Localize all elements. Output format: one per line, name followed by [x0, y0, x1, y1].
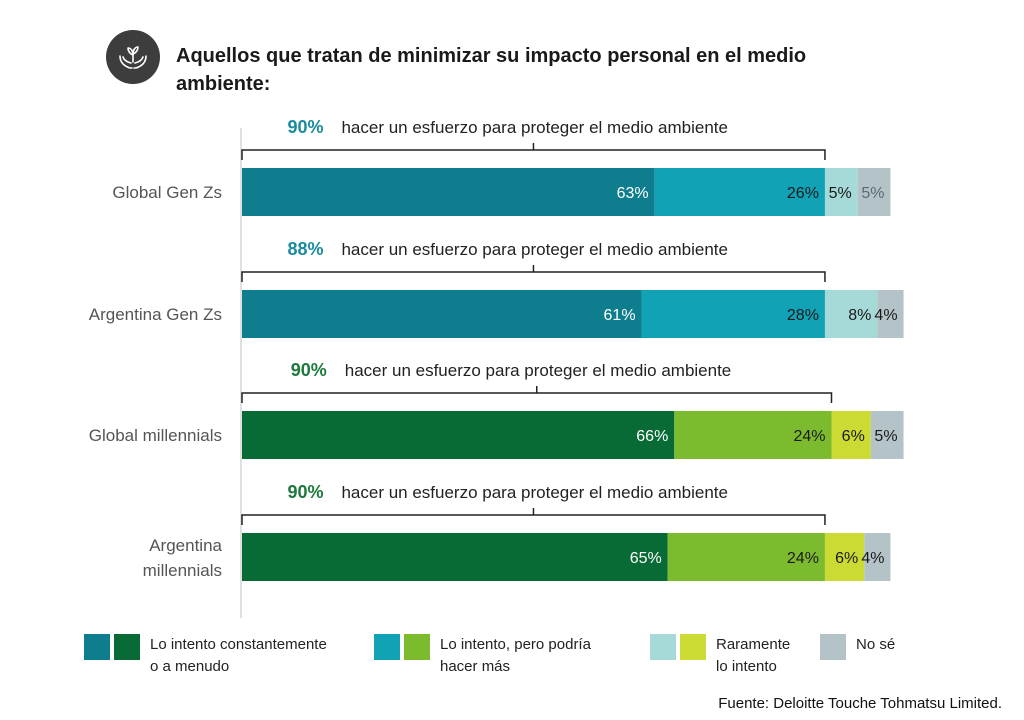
bracket-3	[241, 514, 826, 525]
category-label-3: Argentina millennials	[143, 536, 223, 580]
legend-item-could-do-more: Lo intento, pero podría hacer más	[374, 634, 591, 678]
legend-label: Lo intento, pero podría hacer más	[440, 636, 591, 675]
bar-label-2-1: 24%	[793, 428, 825, 445]
legend-swatch-grey	[820, 634, 846, 660]
annotation-value-3: 90%	[287, 482, 323, 502]
bar-label-0-3: 5%	[861, 185, 884, 202]
bar-2-0	[242, 411, 675, 459]
bar-0-3	[857, 168, 891, 216]
legend-label: Raramente lo intento	[716, 636, 791, 675]
bar-1-3	[877, 290, 904, 338]
bar-label-3-1: 24%	[787, 550, 819, 567]
legend-item-dont-know: No sé	[820, 634, 895, 660]
plant-in-hands-icon	[106, 30, 160, 84]
bracket-0	[241, 149, 826, 160]
bar-2-1	[674, 411, 832, 459]
annotation-text-0: hacer un esfuerzo para proteger el medio…	[341, 118, 728, 137]
category-label-0: Global Gen Zs	[112, 183, 222, 202]
bar-label-3-2: 6%	[835, 550, 858, 567]
bracket-2	[241, 392, 833, 403]
category-label-1: Argentina Gen Zs	[89, 305, 222, 324]
bar-label-1-0: 61%	[604, 307, 636, 324]
bar-label-1-3: 4%	[874, 307, 897, 324]
legend-item-frequent: Lo intento constantemente o a menudo	[84, 634, 327, 678]
bar-label-2-3: 5%	[874, 428, 897, 445]
bar-label-0-2: 5%	[829, 185, 852, 202]
bar-2-3	[870, 411, 904, 459]
legend-swatch-green-3	[680, 634, 706, 660]
annotation-text-2: hacer un esfuerzo para proteger el medio…	[345, 361, 732, 380]
source-note: Fuente: Deloitte Touche Tohmatsu Limited…	[718, 695, 1002, 712]
legend-swatch-green-2	[404, 634, 430, 660]
legend-swatch-green-1	[114, 634, 140, 660]
bar-label-3-3: 4%	[861, 550, 884, 567]
bar-3-1	[667, 533, 825, 581]
bar-label-0-0: 63%	[617, 185, 649, 202]
bar-0-2	[824, 168, 858, 216]
bar-3-3	[864, 533, 891, 581]
bracket-1	[241, 271, 826, 282]
category-label-2: Global millennials	[89, 426, 222, 445]
legend-swatch-teal-3	[650, 634, 676, 660]
stacked-bar-chart: Global Gen Zs 63% 26% 5% 5% 90% hacer un esfue…	[89, 117, 904, 618]
bar-0-1	[654, 168, 825, 216]
chart-title: Aquellos que tratan de minimizar su impa…	[176, 45, 807, 95]
annotation-value-1: 88%	[287, 239, 323, 259]
bar-3-0	[242, 533, 668, 581]
legend-label: No sé	[856, 636, 896, 653]
bar-0-0	[242, 168, 655, 216]
annotation-value-0: 90%	[287, 117, 323, 137]
bar-label-1-2: 8%	[848, 307, 871, 324]
bar-1-1	[641, 290, 825, 338]
bar-1-2	[824, 290, 878, 338]
bar-label-2-0: 66%	[636, 428, 668, 445]
bar-label-2-2: 6%	[842, 428, 865, 445]
annotation-text-1: hacer un esfuerzo para proteger el medio…	[341, 240, 728, 259]
annotation-value-2: 90%	[291, 360, 327, 380]
annotation-text-3: hacer un esfuerzo para proteger el medio…	[341, 483, 728, 502]
bar-label-0-1: 26%	[787, 185, 819, 202]
bar-1-0	[242, 290, 642, 338]
legend-item-rarely: Raramente lo intento	[650, 634, 790, 678]
bar-label-3-0: 65%	[630, 550, 662, 567]
bar-3-2	[824, 533, 865, 581]
legend-swatch-teal-2	[374, 634, 400, 660]
legend-label: Lo intento constantemente o a menudo	[150, 636, 327, 675]
legend-swatch-teal-1	[84, 634, 110, 660]
bar-2-2	[831, 411, 871, 459]
bar-label-1-1: 28%	[787, 307, 819, 324]
